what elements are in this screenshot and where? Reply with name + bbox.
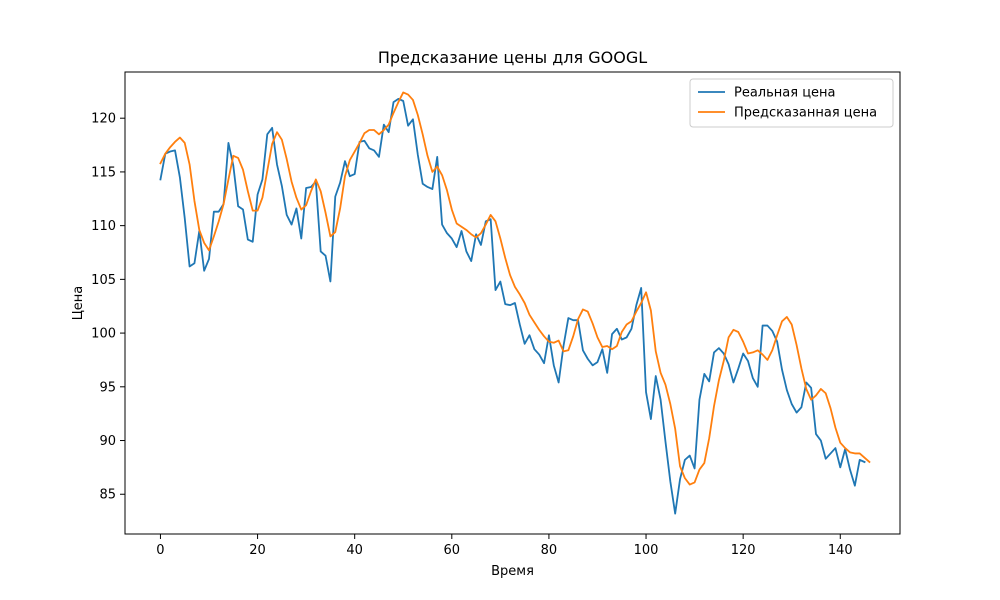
series-line-2 [159,91,871,486]
y-tick-label: 105 [91,273,116,288]
x-tick-label: 20 [249,543,266,558]
series-line-1 [159,97,866,515]
legend-label-2: Предсказанная цена [734,106,877,121]
x-tick-label: 100 [634,543,659,558]
x-tick-label: 0 [156,543,164,558]
x-tick-label: 60 [444,543,461,558]
y-axis: 85 90 95 100 105 110 115 120 [91,112,125,503]
legend-label-1: Реальная цена [734,86,836,101]
plot-area [159,91,871,515]
y-tick-label: 100 [91,327,116,342]
x-tick-label: 140 [828,543,853,558]
x-axis-title: Время [491,564,534,579]
plot-frame [124,71,901,535]
x-tick-label: 40 [346,543,363,558]
legend: Реальная цена Предсказанная цена [689,78,894,128]
y-axis-title: Цена [71,286,86,321]
legend-box [689,78,894,128]
y-tick-label: 85 [99,488,116,503]
x-tick-label: 120 [731,543,756,558]
y-tick-label: 110 [91,219,116,234]
y-tick-label: 115 [91,165,116,180]
x-tick-label: 80 [541,543,558,558]
x-axis: 0 20 40 60 80 100 120 140 [156,534,853,558]
y-tick-label: 95 [99,380,116,395]
chart-title: Предсказание цены для GOOGL [378,48,647,67]
y-tick-label: 90 [99,434,116,449]
y-tick-label: 120 [91,112,116,127]
